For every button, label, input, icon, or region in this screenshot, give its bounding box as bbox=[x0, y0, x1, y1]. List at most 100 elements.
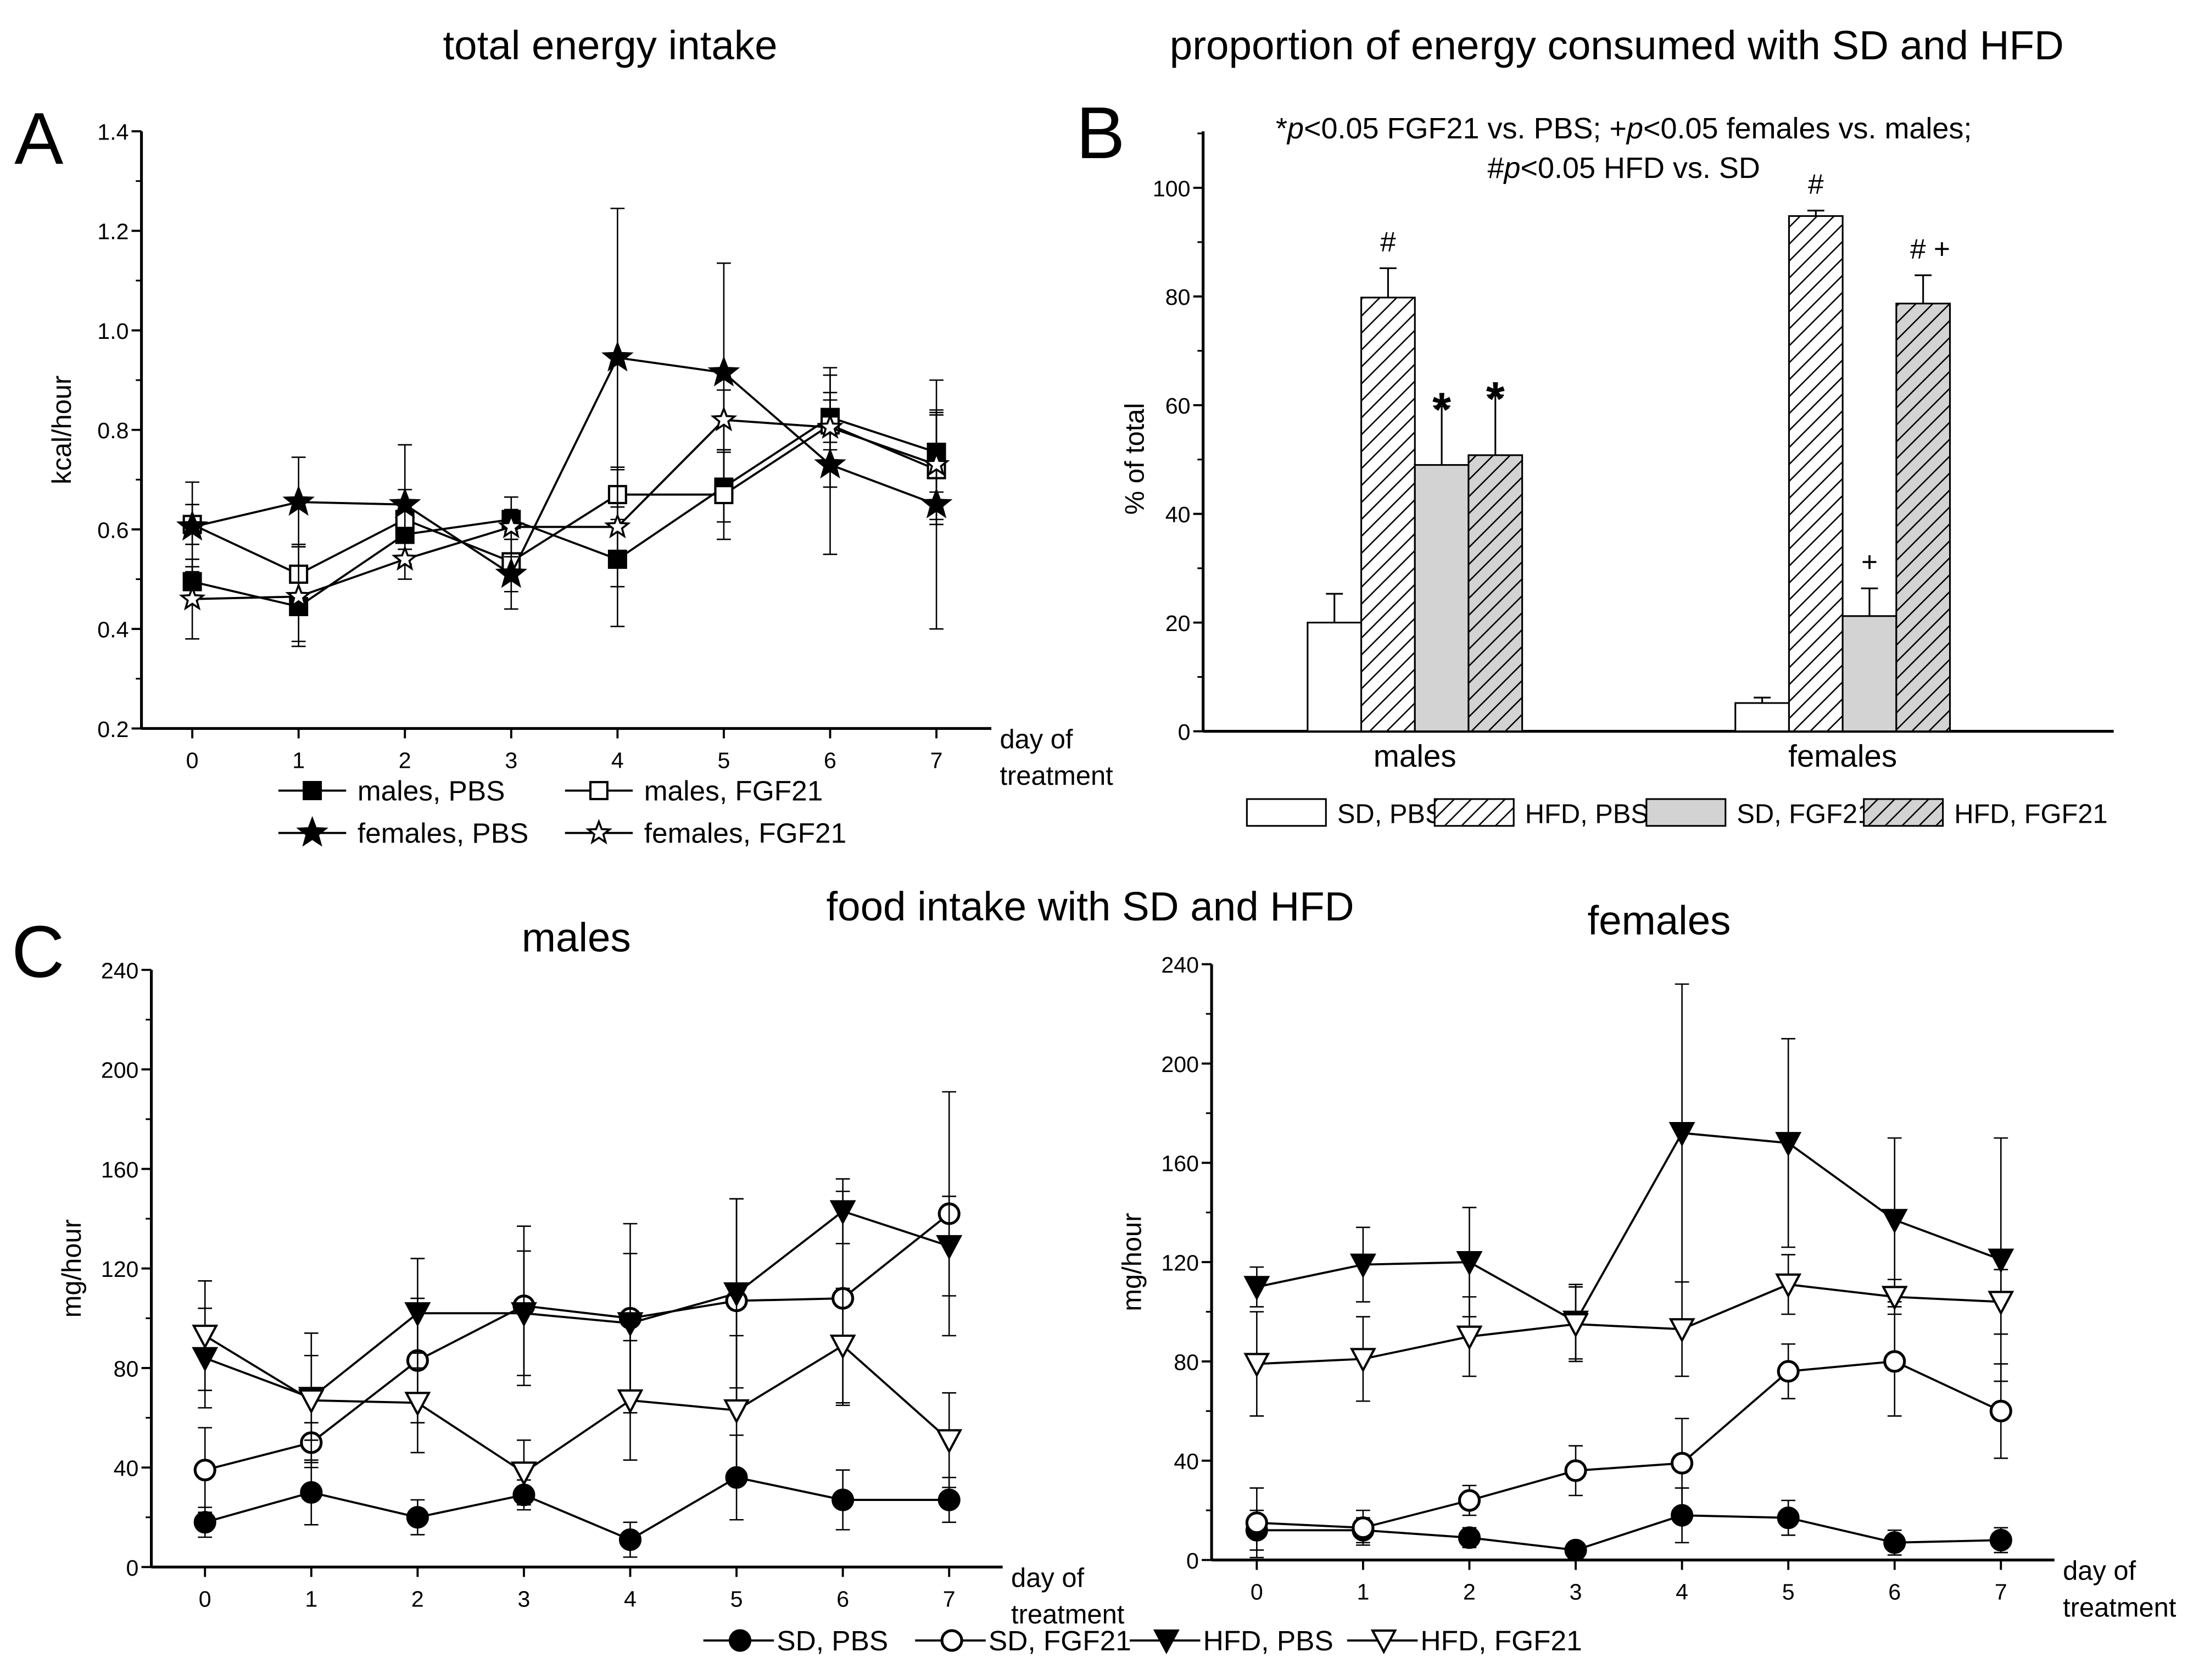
y-tick-label: 0.2 bbox=[97, 717, 129, 742]
panel-c-males-chart: 0 40 80 120 160 200 240 0 1 2 3 4 5 6 7 day of treatment… bbox=[57, 958, 1125, 1629]
data-point bbox=[604, 512, 631, 539]
x-tick-label: 6 bbox=[836, 1586, 849, 1611]
y-axis-label: kcal/hour bbox=[47, 376, 77, 484]
legend-label: SD, FGF21 bbox=[1737, 800, 1872, 829]
data-point bbox=[1777, 1506, 1800, 1530]
data-point bbox=[1988, 1291, 2014, 1316]
x-tick-label: 4 bbox=[1676, 1579, 1688, 1604]
data-point bbox=[1352, 1516, 1375, 1539]
bar bbox=[1895, 303, 1951, 733]
legend-label: females, FGF21 bbox=[644, 817, 847, 849]
significance-mark: # + bbox=[1910, 232, 1950, 264]
x-axis-label-line1: day of bbox=[2063, 1556, 2136, 1586]
data-point bbox=[495, 557, 528, 588]
data-point bbox=[707, 355, 740, 387]
data-point bbox=[404, 1302, 431, 1327]
data-point bbox=[178, 585, 206, 611]
data-point bbox=[391, 545, 418, 571]
legend-item: females, PBS bbox=[278, 816, 528, 849]
x-axis-label-line1: day of bbox=[1000, 724, 1073, 754]
y-tick-label: 40 bbox=[114, 1456, 139, 1481]
data-point bbox=[192, 1324, 219, 1349]
legend-label: HFD, FGF21 bbox=[1954, 800, 2107, 829]
x-tick-label: 2 bbox=[399, 747, 411, 773]
data-point bbox=[510, 1461, 537, 1487]
data-point bbox=[1349, 1348, 1376, 1373]
x-tick-label: 1 bbox=[292, 747, 305, 773]
panel-c-females-chart: 0 40 80 120 160 200 240 0 1 2 3 4 5 6 7 day of treatment… bbox=[1118, 952, 2176, 1622]
series-hfd-fgf21 bbox=[1243, 1254, 2014, 1417]
data-point bbox=[388, 487, 421, 518]
series-hfd-fgf21 bbox=[192, 1280, 963, 1506]
title-b: proportion of energy consumed with SD an… bbox=[1170, 23, 2064, 68]
series-line bbox=[192, 416, 937, 608]
legend-marker bbox=[585, 818, 612, 845]
y-tick-label: 60 bbox=[1165, 393, 1191, 418]
y-tick-label: 120 bbox=[1161, 1251, 1199, 1276]
data-point bbox=[510, 1302, 537, 1327]
legend-c: SD, PBS SD, FGF21 HFD, PBS HFD, FGF21 bbox=[703, 1625, 1582, 1656]
legend-label: males, PBS bbox=[358, 775, 505, 807]
data-point bbox=[617, 1389, 644, 1414]
data-point bbox=[404, 1392, 431, 1417]
note-segment: <0.05 females vs. males; bbox=[1643, 112, 1972, 145]
significance-note-line: *p<0.05 FGF21 vs. PBS; +p<0.05 females v… bbox=[1276, 112, 1972, 145]
x-tick-label: 6 bbox=[1888, 1579, 1901, 1604]
bar bbox=[1788, 215, 1844, 733]
data-point bbox=[710, 406, 738, 432]
data-point bbox=[193, 1511, 216, 1534]
legend-b: SD, PBS HFD, PBS SD, FGF21 HFD, FGF21 bbox=[1246, 798, 2108, 829]
data-point bbox=[1458, 1489, 1481, 1512]
data-point bbox=[1564, 1538, 1587, 1561]
x-tick-label: 5 bbox=[1782, 1579, 1795, 1604]
y-tick-label: 0 bbox=[1186, 1548, 1199, 1573]
y-tick-label: 160 bbox=[1161, 1151, 1199, 1176]
legend-marker bbox=[940, 1629, 963, 1652]
bar-group-females: # + # + females bbox=[1734, 168, 1951, 773]
x-tick-label: 0 bbox=[186, 747, 199, 773]
y-tick-label: 240 bbox=[1161, 952, 1199, 978]
legend-label: HFD, PBS bbox=[1525, 800, 1649, 829]
legend-swatch bbox=[1246, 798, 1327, 827]
x-tick-label: 0 bbox=[199, 1586, 211, 1611]
y-tick-label: 0 bbox=[126, 1555, 139, 1581]
data-point bbox=[1245, 1511, 1268, 1534]
x-tick-label: 7 bbox=[1995, 1579, 2007, 1604]
significance-mark: + bbox=[1861, 545, 1878, 577]
note-segment: # bbox=[1487, 152, 1504, 185]
bar bbox=[1307, 622, 1363, 733]
data-point bbox=[937, 1488, 961, 1511]
x-axis-label-line2: treatment bbox=[1000, 761, 1113, 791]
data-point bbox=[1881, 1286, 1908, 1311]
data-point bbox=[1458, 1526, 1481, 1549]
x-tick-label: 3 bbox=[518, 1586, 531, 1611]
bar bbox=[1841, 615, 1898, 733]
legend-item: SD, FGF21 bbox=[915, 1625, 1131, 1656]
data-point bbox=[1883, 1350, 1906, 1373]
panel-a-chart: 0.2 0.4 0.6 0.8 1.0 1.2 1.4 0 1 2 3 4 5 6 7 day of treat… bbox=[47, 119, 1113, 791]
bar bbox=[1734, 702, 1790, 733]
data-point bbox=[300, 1481, 323, 1504]
legend-item: SD, PBS bbox=[703, 1625, 888, 1656]
y-tick-label: 80 bbox=[1174, 1349, 1199, 1375]
y-tick-label: 80 bbox=[114, 1356, 139, 1381]
data-point bbox=[1988, 1248, 2014, 1274]
y-tick-label: 160 bbox=[101, 1157, 139, 1182]
significance-note-line: #p<0.05 HFD vs. SD bbox=[1487, 152, 1760, 185]
y-tick-label: 1.2 bbox=[97, 219, 129, 244]
data-point bbox=[1243, 1276, 1270, 1301]
data-point bbox=[1456, 1325, 1483, 1350]
x-axis-label-line1: day of bbox=[1011, 1563, 1084, 1593]
x-axis-label-line2: treatment bbox=[1011, 1600, 1125, 1629]
data-point bbox=[1989, 1399, 2012, 1422]
legend-marker bbox=[296, 816, 328, 847]
y-axis-label: mg/hour bbox=[57, 1219, 87, 1318]
data-point bbox=[1562, 1313, 1589, 1338]
x-tick-label: 5 bbox=[718, 747, 730, 773]
legend-label: SD, PBS bbox=[1337, 800, 1443, 829]
y-tick-label: 200 bbox=[1161, 1052, 1199, 1077]
data-point bbox=[298, 1389, 325, 1414]
series-line bbox=[1257, 1360, 2002, 1529]
series-line bbox=[204, 1476, 950, 1541]
data-point bbox=[193, 1459, 216, 1482]
